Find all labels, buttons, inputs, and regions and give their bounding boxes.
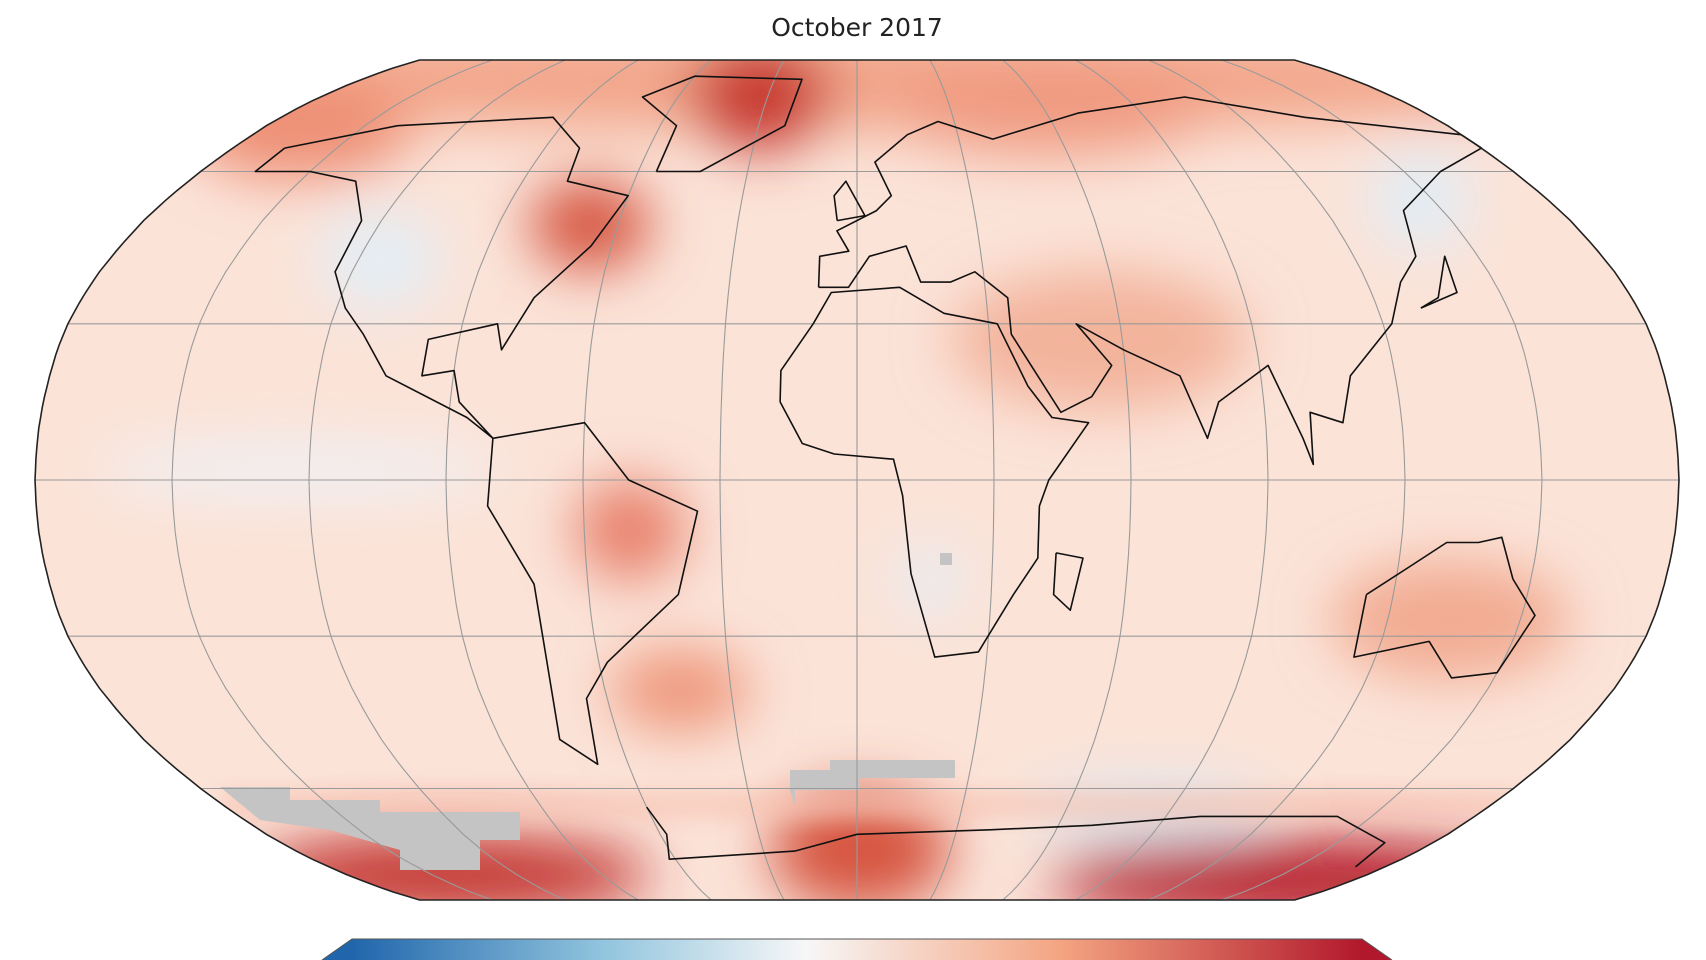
map-outline: [34, 59, 1680, 901]
coastline: [817, 96, 1483, 466]
coastline: [486, 421, 699, 766]
map-subtitle: October 2017: [771, 13, 943, 42]
no-data-patches: [220, 553, 955, 870]
coastline: [254, 116, 629, 440]
coastlines: [254, 75, 1536, 868]
coastline: [641, 75, 803, 173]
coastline: [646, 806, 1386, 868]
coastline: [1052, 552, 1084, 611]
colorbar: [321, 938, 1393, 960]
coastline: [833, 180, 866, 222]
graticule: [35, 59, 1679, 901]
coastline: [1420, 255, 1458, 309]
coastline: [1353, 536, 1536, 679]
coastline: [779, 286, 1090, 658]
